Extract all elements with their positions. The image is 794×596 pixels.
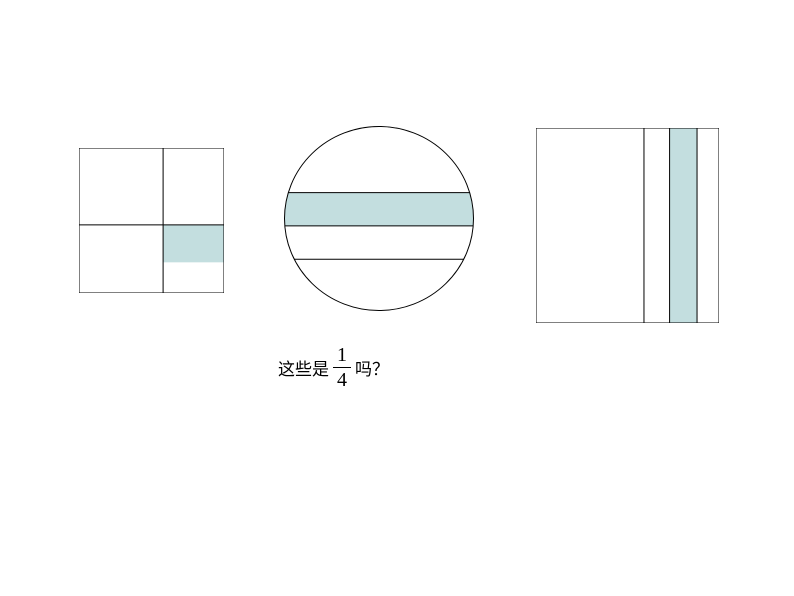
shape-ellipse-bands — [284, 126, 474, 311]
fraction: 1 4 — [333, 345, 351, 390]
fraction-numerator: 1 — [333, 345, 351, 367]
question-suffix: 吗？ — [355, 355, 389, 380]
shape-square-quadrants — [79, 148, 224, 293]
question-prefix: 这些是 — [278, 355, 329, 380]
fraction-denominator: 4 — [333, 367, 351, 390]
shape-square-strips — [536, 128, 719, 323]
question-text-container: 这些是 1 4 吗？ — [278, 345, 389, 390]
